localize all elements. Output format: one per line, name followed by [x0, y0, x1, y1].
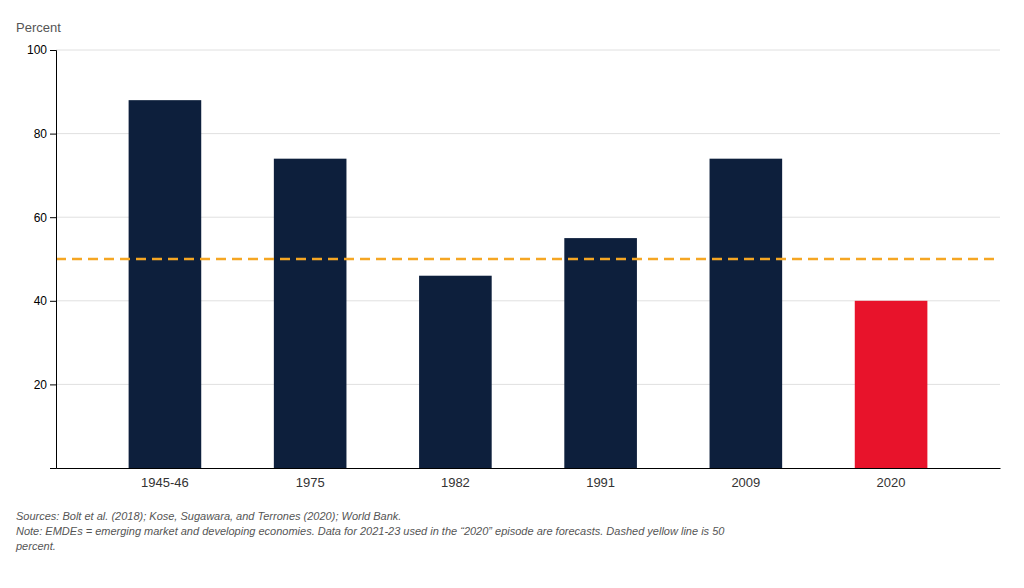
y-tick: 100 [27, 43, 56, 57]
y-tick-label: 40 [34, 294, 48, 308]
x-axis-line [57, 468, 1001, 469]
x-tick: 1975 [296, 475, 325, 490]
y-tick-mark [50, 134, 56, 135]
bar [710, 159, 783, 468]
annotation-line: Note: EMDEs = emerging market and develo… [16, 525, 725, 537]
bar [419, 276, 492, 468]
y-axis-title: Percent [16, 20, 61, 35]
annotation-line: Sources: Bolt et al. (2018); Kose, Sugaw… [16, 510, 401, 522]
y-tick-mark [50, 301, 56, 302]
grid-line [56, 50, 1000, 51]
y-axis-line [50, 51, 57, 469]
y-tick: 20 [34, 378, 56, 392]
annotation: Sources: Bolt et al. (2018); Kose, Sugaw… [15, 510, 725, 552]
y-tick-mark [50, 50, 56, 51]
bar [274, 159, 347, 468]
x-tick-label: 2009 [731, 475, 760, 490]
x-tick-label: 1975 [296, 475, 325, 490]
bar [855, 301, 928, 468]
x-tick: 2020 [877, 475, 906, 490]
y-tick-mark [50, 217, 56, 218]
x-tick: 1991 [586, 475, 615, 490]
y-tick: 80 [34, 127, 56, 141]
x-tick: 2009 [731, 475, 760, 490]
bar [129, 100, 202, 468]
annotation-line: percent. [15, 540, 56, 552]
x-tick: 1945-46 [141, 475, 189, 490]
y-tick-label: 100 [27, 43, 47, 57]
reference-line [56, 258, 1000, 261]
bar [564, 238, 637, 468]
chart-container: 20 40 60 80 100 1945-46 1975 1982 1991 2009 2020 Pe… [0, 0, 1024, 588]
y-tick-label: 20 [34, 378, 48, 392]
y-tick: 40 [34, 294, 56, 308]
x-tick-label: 1982 [441, 475, 470, 490]
x-axis: 1945-46 1975 1982 1991 2009 2020 [57, 469, 1001, 491]
y-tick-mark [50, 384, 56, 385]
x-tick-label: 1945-46 [141, 475, 189, 490]
x-tick: 1982 [441, 475, 470, 490]
plot-area: 20 40 60 80 100 1945-46 1975 1982 1991 2009 2020 [27, 43, 1001, 490]
y-axis: 20 40 60 80 100 [27, 43, 57, 468]
marks [56, 100, 1000, 468]
x-tick-label: 2020 [877, 475, 906, 490]
x-tick-label: 1991 [586, 475, 615, 490]
chart-svg: 20 40 60 80 100 1945-46 1975 1982 1991 2009 2020 Pe… [0, 0, 1024, 588]
y-tick-label: 80 [34, 127, 48, 141]
y-tick: 60 [34, 211, 56, 225]
y-tick-label: 60 [34, 211, 48, 225]
